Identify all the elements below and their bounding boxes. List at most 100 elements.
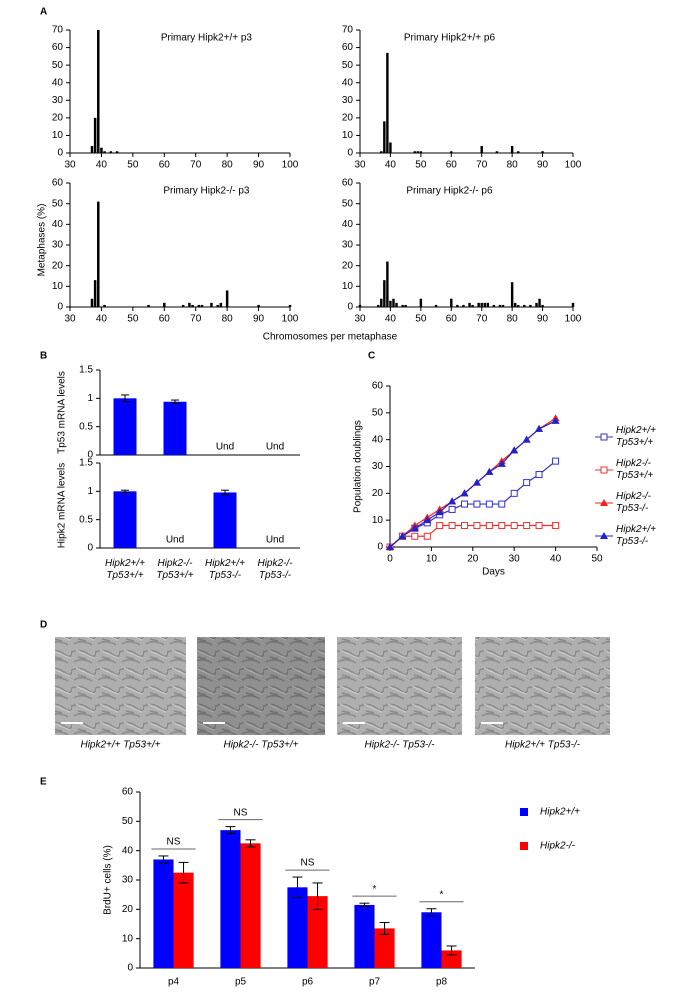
x-tick-label: 40 [96, 160, 108, 171]
x-tick-label: 70 [476, 314, 488, 325]
x-tick-label: 30 [354, 160, 366, 171]
y-tick-label: 1.5 [79, 458, 93, 469]
y-tick-label: 50 [122, 816, 134, 827]
micrograph [475, 637, 610, 735]
bar [173, 872, 194, 968]
x-tick-label: 30 [509, 554, 521, 565]
bar [468, 302, 471, 307]
marker [398, 532, 407, 540]
bar [541, 151, 544, 153]
y-tick-label: 20 [52, 260, 64, 271]
bar [510, 145, 514, 153]
bar [307, 896, 328, 968]
marker [600, 466, 608, 474]
bar [471, 304, 474, 307]
y-tick-label: 20 [342, 112, 354, 123]
bar [501, 304, 505, 307]
bar [513, 302, 517, 307]
micrograph-shade [475, 637, 610, 735]
y-tick-label: 40 [372, 434, 384, 445]
significance-label: NS [301, 858, 315, 869]
y-tick-label: 0 [57, 302, 63, 313]
y-tick-label: 0 [377, 542, 383, 553]
bar [103, 151, 106, 153]
bar [93, 280, 97, 307]
micrograph [197, 637, 325, 735]
x-tick-label: Hipk2-/- Tp53+/+ [156, 558, 194, 581]
marker [485, 500, 493, 508]
marker [551, 416, 560, 424]
marker [472, 478, 481, 486]
panel-label: D [40, 620, 47, 631]
marker [436, 522, 444, 530]
panel-label: A [40, 7, 47, 18]
significance-label: * [373, 884, 377, 895]
bar [419, 151, 423, 153]
x-tick-label: 60 [446, 314, 458, 325]
bar [395, 302, 398, 307]
y-tick-label: 50 [52, 60, 64, 71]
y-tick-label: 0 [347, 148, 353, 159]
marker [535, 522, 543, 530]
image-caption: Hipk2-/- Tp53-/- [364, 740, 435, 751]
marker [448, 505, 456, 513]
x-axis-label: Days [482, 567, 505, 578]
y-tick-label: 20 [342, 260, 354, 271]
bar [181, 304, 185, 307]
x-tick-label: 50 [415, 314, 427, 325]
x-tick-label: p5 [235, 977, 247, 988]
y-tick-label: 10 [52, 281, 64, 292]
legend-label: Hipk2+/+ Tp53-/- [616, 524, 657, 547]
y-tick-label: 50 [372, 407, 384, 418]
bar [383, 280, 386, 307]
x-tick-label: Hipk2+/+ Tp53-/- [204, 558, 246, 581]
bar [389, 300, 392, 307]
bar [434, 304, 438, 307]
bar [392, 298, 395, 307]
bar [389, 142, 392, 153]
marker [523, 479, 531, 487]
marker [423, 516, 432, 524]
bar [93, 117, 97, 153]
chart-title: Primary Hipk2+/+ p3 [161, 33, 253, 44]
bar [386, 52, 389, 153]
bar [538, 298, 541, 307]
y-tick-label: 1 [87, 486, 93, 497]
chart-title: Primary Hipk2-/- p6 [406, 186, 493, 197]
x-tick-label: 80 [507, 160, 519, 171]
legend-label: Hipk2-/- Tp53+/+ [616, 458, 654, 481]
marker [535, 424, 544, 432]
marker [600, 433, 608, 441]
bar [386, 261, 389, 307]
x-axis-label: Chromosomes per metaphase [263, 332, 398, 343]
bar [450, 151, 453, 153]
x-tick-label: 60 [159, 160, 171, 171]
bar [210, 302, 213, 307]
bar [456, 304, 459, 307]
bar [113, 491, 137, 548]
bar [416, 151, 420, 153]
x-tick-label: 100 [282, 160, 299, 171]
x-tick-label: 30 [64, 160, 76, 171]
bar [517, 304, 520, 307]
y-tick-label: 60 [52, 42, 64, 53]
x-tick-label: 100 [565, 160, 582, 171]
y-tick-label: 20 [52, 112, 64, 123]
y-tick-label: 10 [122, 933, 134, 944]
micrograph-shade [197, 637, 325, 735]
bar [147, 304, 150, 307]
image-caption: Hipk2+/+ Tp53+/+ [80, 740, 160, 751]
bar [257, 304, 260, 307]
bar [225, 290, 229, 307]
x-tick-label: 50 [591, 554, 603, 565]
x-tick-label: 80 [507, 314, 519, 325]
marker [423, 532, 431, 540]
x-tick-label: 40 [550, 554, 562, 565]
bar [498, 304, 502, 307]
x-tick-label: 100 [565, 314, 582, 325]
bar [535, 302, 538, 307]
y-tick-label: 0.5 [79, 421, 93, 432]
y-tick-label: 40 [52, 77, 64, 88]
y-tick-label: 50 [342, 60, 354, 71]
